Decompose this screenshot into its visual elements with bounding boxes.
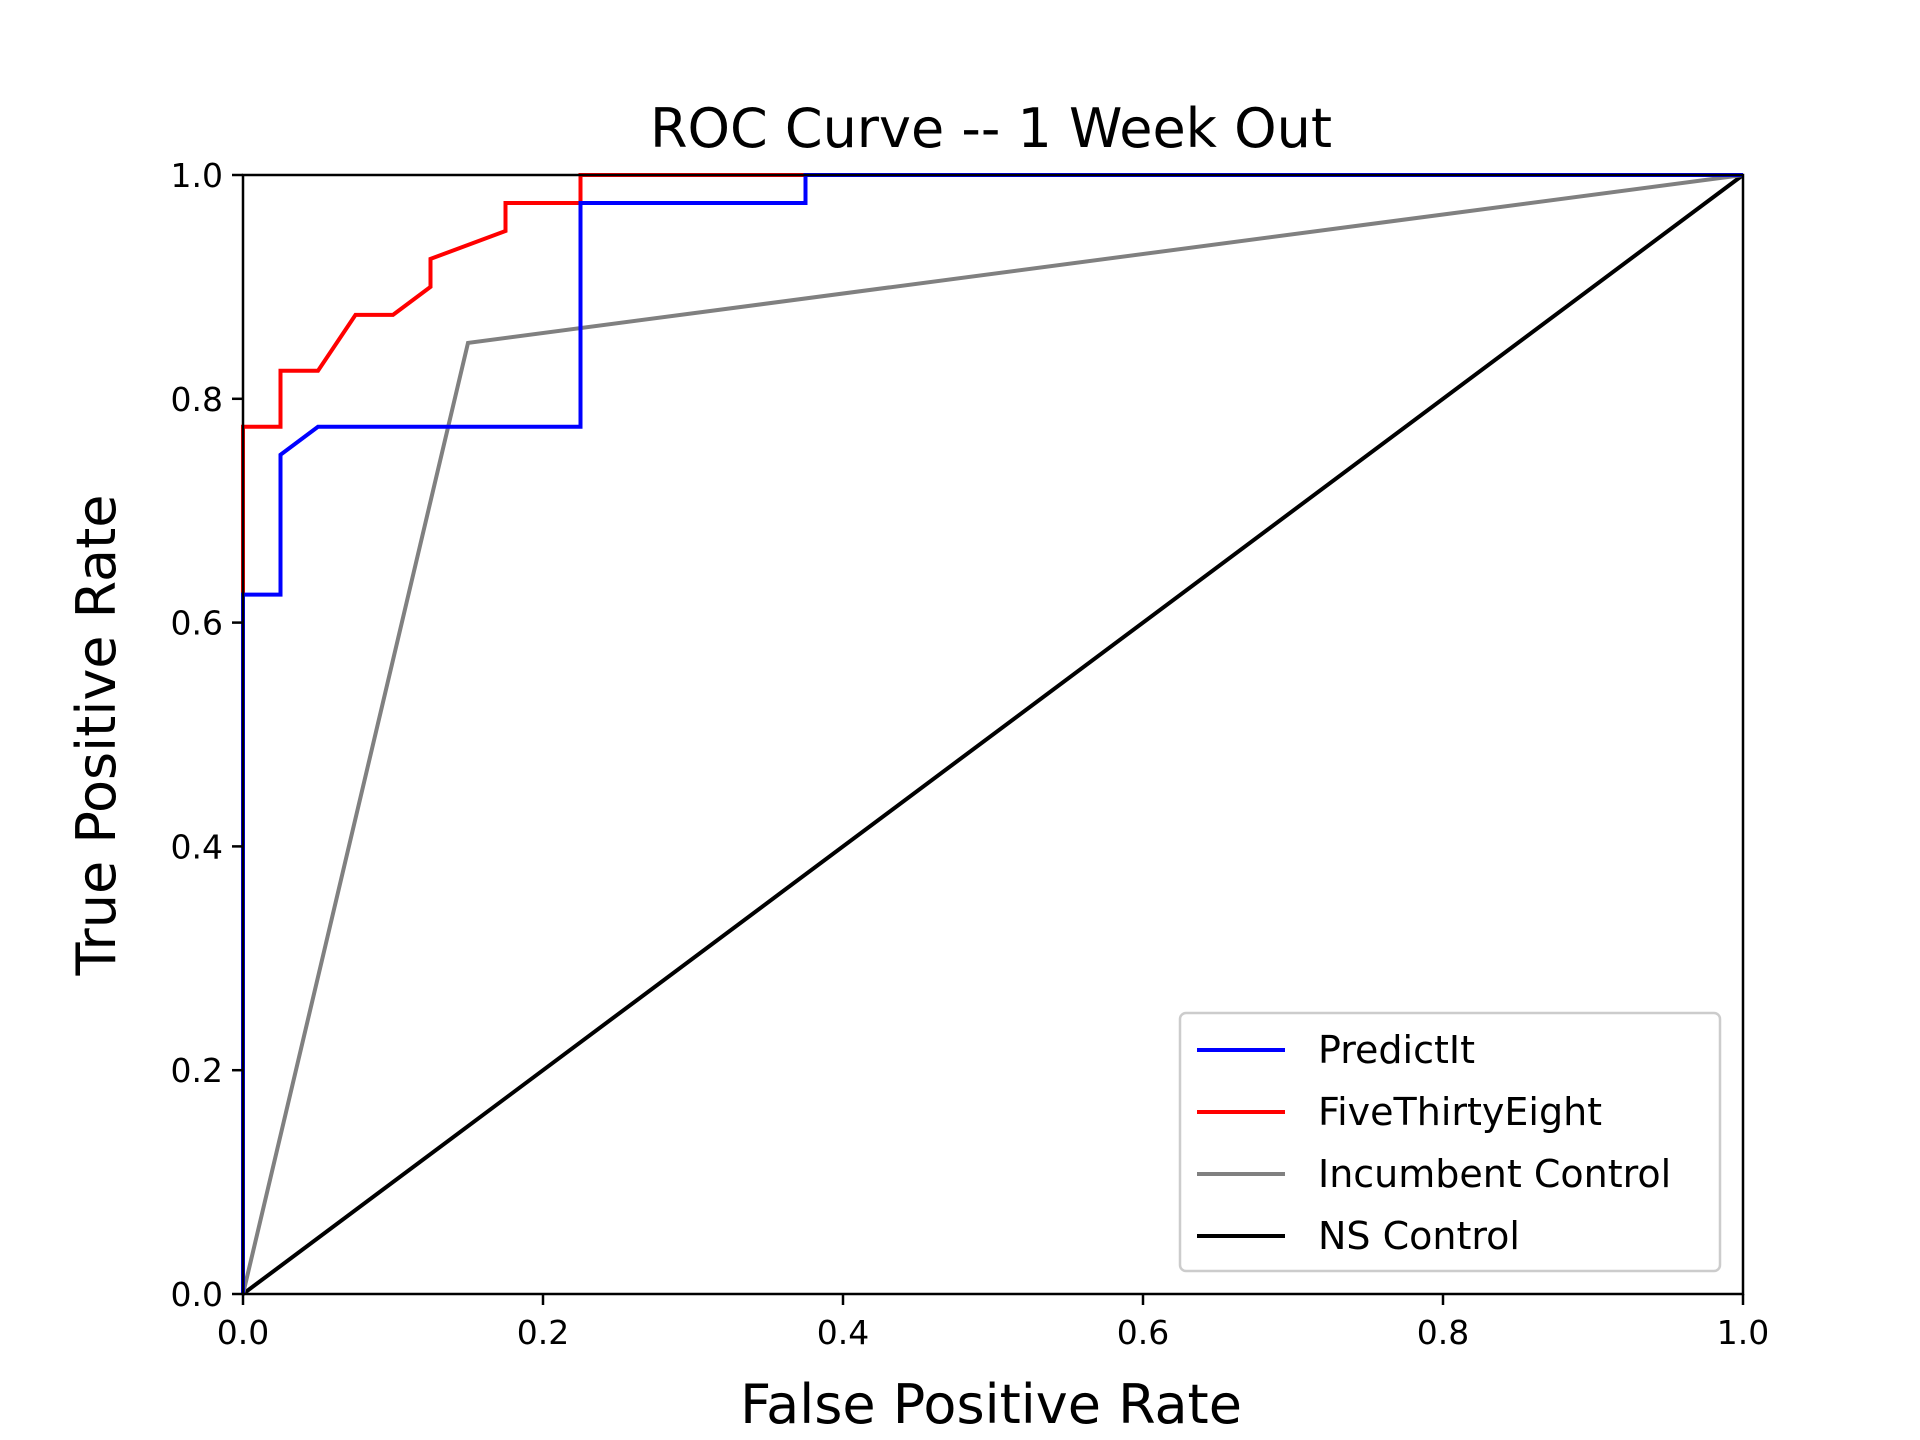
y-axis: 0.0 0.2 0.4 0.6 0.8 1.0 xyxy=(171,156,243,1314)
y-axis-label: True Positive Rate xyxy=(65,494,128,976)
legend-label: PredictIt xyxy=(1318,1028,1475,1072)
x-tick-label: 0.2 xyxy=(517,1313,569,1352)
y-tick-label: 0.4 xyxy=(171,827,223,866)
x-axis-label: False Positive Rate xyxy=(740,1373,1242,1436)
y-tick-label: 1.0 xyxy=(171,156,223,195)
series-line-ns-control xyxy=(241,173,1745,1296)
chart-title: ROC Curve -- 1 Week Out xyxy=(650,97,1332,160)
legend-label: FiveThirtyEight xyxy=(1318,1090,1602,1134)
x-axis: 0.0 0.2 0.4 0.6 0.8 1.0 xyxy=(217,1294,1769,1352)
y-tick-label: 0.8 xyxy=(171,380,223,419)
legend-label: Incumbent Control xyxy=(1318,1152,1671,1196)
legend: PredictIt FiveThirtyEight Incumbent Contro… xyxy=(1178,1011,1722,1273)
x-tick-label: 0.8 xyxy=(1417,1313,1469,1352)
x-tick-label: 0.0 xyxy=(217,1313,269,1352)
legend-box xyxy=(1178,1011,1722,1273)
plot-frame xyxy=(241,173,1745,1296)
y-tick-label: 0.0 xyxy=(171,1275,223,1314)
x-tick-label: 1.0 xyxy=(1717,1313,1769,1352)
series-line-incumbent-control xyxy=(241,173,1744,1295)
legend-label: NS Control xyxy=(1318,1214,1520,1258)
y-tick-label: 0.2 xyxy=(171,1051,223,1090)
y-tick-label: 0.6 xyxy=(171,604,223,643)
series-layer xyxy=(241,173,1745,1296)
series-line-fivethirtyeight xyxy=(241,173,1743,1294)
x-tick-label: 0.4 xyxy=(817,1313,869,1352)
series-line-predictit xyxy=(241,173,1743,1294)
x-tick-label: 0.6 xyxy=(1117,1313,1169,1352)
